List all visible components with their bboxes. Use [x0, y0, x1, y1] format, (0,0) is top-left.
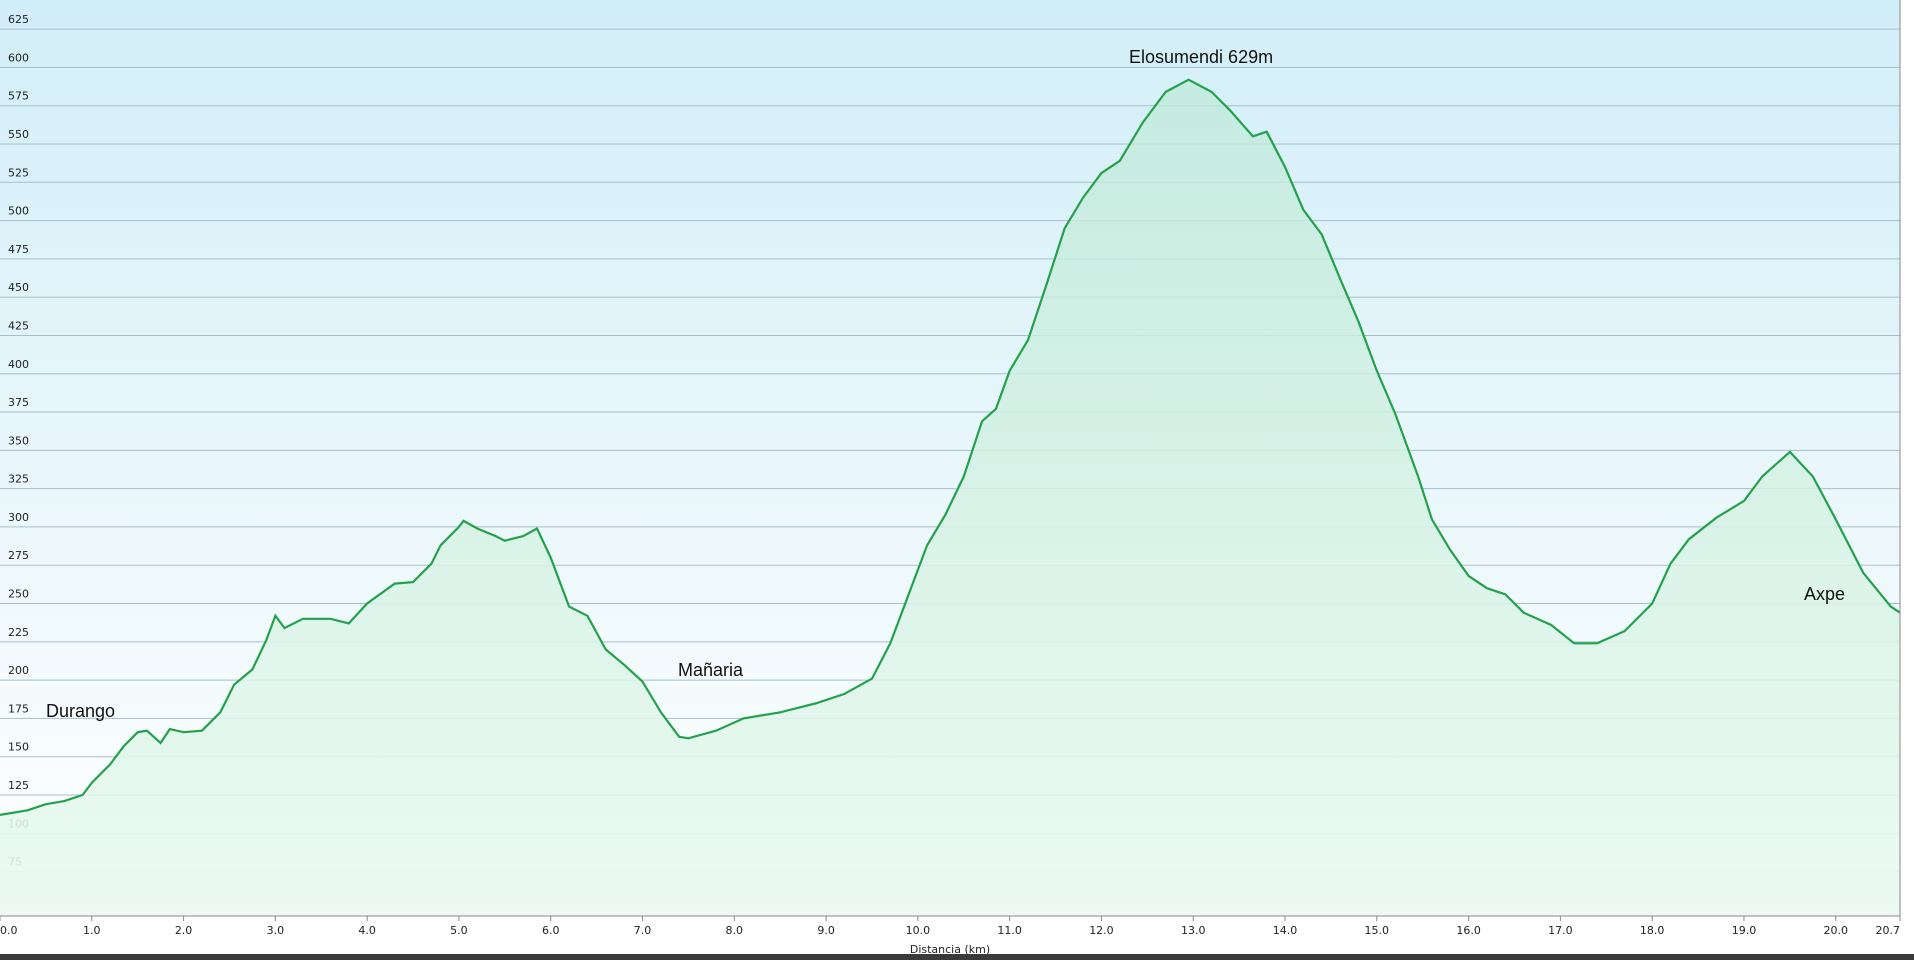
x-tick-label: 19.0: [1732, 924, 1757, 937]
bottom-strip: [0, 954, 1914, 960]
x-tick-label: 11.0: [997, 924, 1022, 937]
x-tick-label: 2.0: [175, 924, 193, 937]
x-tick-label: 20.7: [1876, 924, 1901, 937]
x-axis-label: Distancia (km): [910, 943, 990, 956]
y-tick-label: 575: [8, 90, 29, 103]
x-tick-label: 7.0: [634, 924, 652, 937]
x-tick-label: 16.0: [1456, 924, 1481, 937]
annotation: Durango: [46, 701, 115, 721]
y-tick-label: 600: [8, 51, 29, 64]
x-tick-label: 4.0: [358, 924, 376, 937]
x-tick-label: 12.0: [1089, 924, 1114, 937]
y-tick-label: 350: [8, 434, 29, 447]
x-tick-label: 5.0: [450, 924, 468, 937]
y-tick-label: 250: [8, 588, 29, 601]
y-tick-label: 450: [8, 281, 29, 294]
x-tick-label: 17.0: [1548, 924, 1573, 937]
y-tick-label: 325: [8, 473, 29, 486]
y-tick-label: 300: [8, 511, 29, 524]
y-tick-label: 200: [8, 664, 29, 677]
y-tick-label: 625: [8, 13, 29, 26]
x-tick-label: 8.0: [726, 924, 744, 937]
elevation-line: [0, 78, 1901, 816]
x-tick-label: 18.0: [1640, 924, 1665, 937]
x-tick-label: 13.0: [1181, 924, 1206, 937]
x-tick-label: 14.0: [1273, 924, 1298, 937]
y-tick-label: 275: [8, 549, 29, 562]
annotation: Mañaria: [678, 660, 744, 680]
annotation: Elosumendi 629m: [1129, 47, 1273, 67]
y-tick-label: 175: [8, 702, 29, 715]
annotation: Axpe: [1804, 584, 1845, 604]
x-tick-label: 10.0: [906, 924, 931, 937]
x-tick-label: 1.0: [83, 924, 101, 937]
x-tick-label: 9.0: [817, 924, 835, 937]
y-tick-label: 475: [8, 243, 29, 256]
y-tick-label: 400: [8, 358, 29, 371]
y-tick-label: 225: [8, 626, 29, 639]
y-tick-label: 375: [8, 396, 29, 409]
y-tick-label: 500: [8, 205, 29, 218]
y-tick-label: 425: [8, 319, 29, 332]
area-fill: [0, 79, 1900, 916]
y-tick-label: 550: [8, 128, 29, 141]
x-tick-label: 15.0: [1365, 924, 1390, 937]
x-tick-label: 6.0: [542, 924, 560, 937]
x-tick-label: 20.0: [1823, 924, 1848, 937]
x-tick-label: 0.0: [0, 924, 18, 937]
y-tick-label: 125: [8, 779, 29, 792]
y-tick-label: 525: [8, 166, 29, 179]
x-tick-label: 3.0: [267, 924, 285, 937]
y-tick-label: 150: [8, 741, 29, 754]
